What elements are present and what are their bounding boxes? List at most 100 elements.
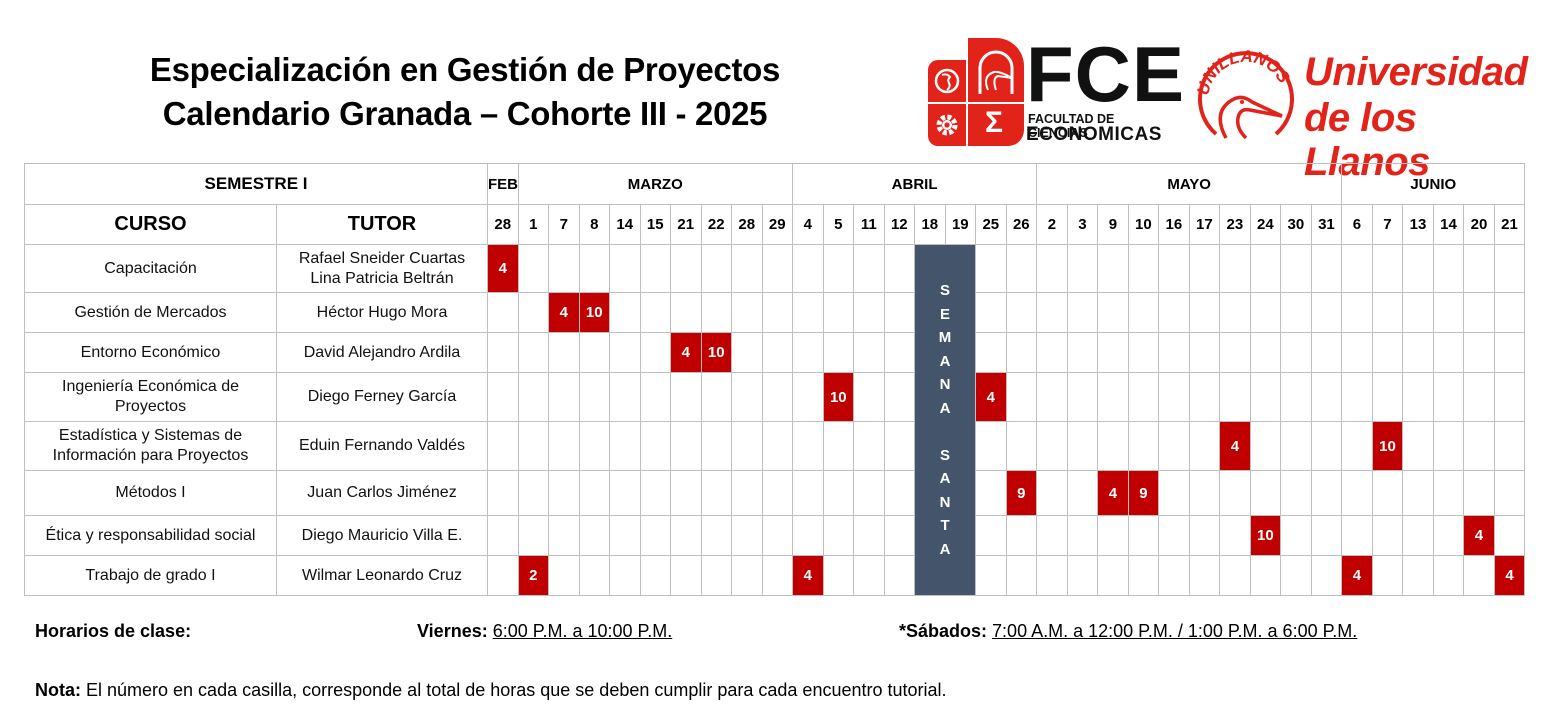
friday-schedule: Viernes: 6:00 P.M. a 10:00 P.M.	[417, 621, 672, 642]
empty-cell	[1158, 515, 1190, 556]
empty-cell	[1188, 515, 1221, 556]
fce-tile-heron	[968, 38, 1024, 102]
empty-cell	[1188, 292, 1221, 333]
empty-cell	[1188, 421, 1221, 471]
course-row: Ética y responsabilidad social Diego Maur…	[24, 515, 1526, 556]
empty-cell	[639, 470, 671, 516]
course-name: Capacitación	[24, 244, 277, 293]
empty-cell	[609, 515, 641, 556]
empty-cell	[975, 470, 1007, 516]
empty-cell	[1402, 292, 1434, 333]
empty-cell	[1066, 244, 1099, 293]
empty-cell	[1371, 515, 1404, 556]
empty-cell	[670, 372, 702, 422]
empty-cell	[1432, 244, 1465, 293]
empty-cell	[517, 332, 549, 373]
empty-cell	[1341, 332, 1373, 373]
empty-cell	[731, 372, 763, 422]
empty-cell	[1249, 421, 1282, 471]
date-header: 23	[1219, 204, 1251, 245]
month-header-row: SEMESTRE I FEB MARZO ABRIL MAYO JUNIO	[24, 163, 1526, 205]
empty-cell	[670, 292, 702, 333]
empty-cell	[975, 332, 1007, 373]
session-hours-cell: 4	[792, 555, 824, 596]
empty-cell	[639, 515, 671, 556]
empty-cell	[609, 372, 641, 422]
calendar-table: SEMESTRE I FEB MARZO ABRIL MAYO JUNIO CURSO …	[24, 163, 1526, 596]
empty-cell	[609, 332, 641, 373]
date-header: 15	[639, 204, 671, 245]
empty-cell	[731, 515, 763, 556]
fce-name-line2: ECONOMICAS	[1026, 124, 1162, 145]
empty-cell	[487, 515, 519, 556]
empty-cell	[853, 332, 885, 373]
empty-cell	[1066, 470, 1099, 516]
date-header: 10	[1127, 204, 1160, 245]
empty-cell	[853, 470, 885, 516]
course-name: Ética y responsabilidad social	[24, 515, 277, 556]
empty-cell	[639, 421, 671, 471]
holiday-letter: N	[939, 493, 951, 511]
empty-cell	[792, 372, 824, 422]
month-header-mayo: MAYO	[1036, 163, 1343, 205]
date-header: 9	[1097, 204, 1129, 245]
empty-cell	[792, 470, 824, 516]
holiday-letter: A	[939, 540, 951, 558]
course-name: Métodos I	[24, 470, 277, 516]
empty-cell	[1371, 332, 1404, 373]
empty-cell	[548, 421, 580, 471]
holiday-letter: S	[940, 282, 951, 299]
holiday-letter: A	[939, 399, 951, 417]
empty-cell	[975, 421, 1007, 471]
fce-logo: Σ FCE FACULTAD DE CIENCIAS ECONOMICAS	[928, 34, 1184, 146]
session-hours-cell: 10	[822, 372, 855, 422]
empty-cell	[975, 244, 1007, 293]
empty-cell	[1036, 470, 1068, 516]
empty-cell	[578, 515, 610, 556]
date-header: 26	[1005, 204, 1038, 245]
date-header: 11	[853, 204, 885, 245]
date-header: 19	[944, 204, 977, 245]
empty-cell	[1005, 555, 1038, 596]
empty-cell	[1310, 421, 1343, 471]
title-line-1: Especialización en Gestión de Proyectos	[149, 51, 781, 88]
course-row: Métodos I Juan Carlos Jiménez 9 4 9	[24, 470, 1526, 516]
empty-cell	[1280, 470, 1312, 516]
empty-cell	[1158, 470, 1190, 516]
holiday-letter: E	[940, 305, 951, 323]
empty-cell	[731, 244, 763, 293]
empty-cell	[670, 470, 702, 516]
session-hours-cell: 10	[1371, 421, 1404, 471]
date-header-row: CURSO TUTOR 28 1 7 8 14 15 21 22 28 29 4 5 11 12 18 19 2…	[24, 204, 1526, 245]
saturday-schedule: *Sábados: 7:00 A.M. a 12:00 P.M. / 1:00 …	[899, 621, 1357, 642]
empty-cell	[761, 421, 794, 471]
empty-cell	[883, 421, 916, 471]
empty-cell	[1402, 515, 1434, 556]
empty-cell	[731, 421, 763, 471]
empty-cell	[487, 470, 519, 516]
empty-cell	[1310, 332, 1343, 373]
empty-cell	[822, 244, 855, 293]
empty-cell	[883, 470, 916, 516]
empty-cell	[1005, 515, 1038, 556]
empty-cell	[822, 555, 855, 596]
empty-cell	[487, 292, 519, 333]
empty-cell	[548, 515, 580, 556]
session-hours-cell: 4	[548, 292, 580, 333]
empty-cell	[822, 332, 855, 373]
empty-cell	[1127, 372, 1160, 422]
empty-cell	[1432, 421, 1465, 471]
empty-cell	[1127, 292, 1160, 333]
empty-cell	[639, 244, 671, 293]
tutor-name: Wilmar Leonardo Cruz	[276, 555, 488, 596]
empty-cell	[1219, 332, 1251, 373]
semester-header: SEMESTRE I	[24, 163, 488, 205]
empty-cell	[1188, 470, 1221, 516]
month-header-junio: JUNIO	[1341, 163, 1526, 205]
empty-cell	[1341, 244, 1373, 293]
empty-cell	[1371, 372, 1404, 422]
month-header-feb: FEB	[487, 163, 519, 205]
empty-cell	[883, 555, 916, 596]
empty-cell	[517, 515, 549, 556]
sigma-icon: Σ	[985, 106, 1004, 139]
